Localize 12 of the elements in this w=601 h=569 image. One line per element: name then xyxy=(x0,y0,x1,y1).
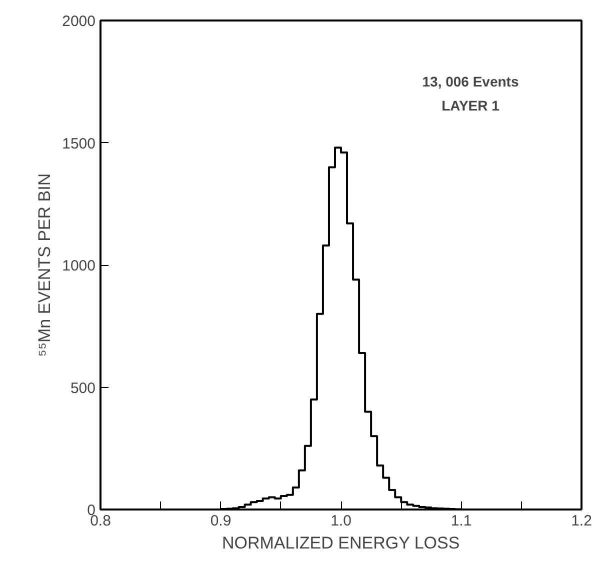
y-tick-label: 2000 xyxy=(62,13,96,30)
annotation: 13, 006 Events xyxy=(422,74,519,90)
annotation: LAYER 1 xyxy=(442,98,500,114)
x-tick-label: 1.0 xyxy=(330,512,352,530)
y-tick-label: 1000 xyxy=(62,258,96,274)
x-tick-label: 0.9 xyxy=(210,512,232,530)
x-tick-label: 1.2 xyxy=(571,512,592,530)
x-tick-label: 1.1 xyxy=(450,512,472,530)
y-tick-label: 1500 xyxy=(62,135,96,152)
x-axis-title: NORMALIZED ENERGY LOSS xyxy=(222,534,460,552)
y-tick-label: 500 xyxy=(70,380,96,397)
y-axis-title: ⁵⁵Mn EVENTS PER BIN xyxy=(35,173,54,357)
